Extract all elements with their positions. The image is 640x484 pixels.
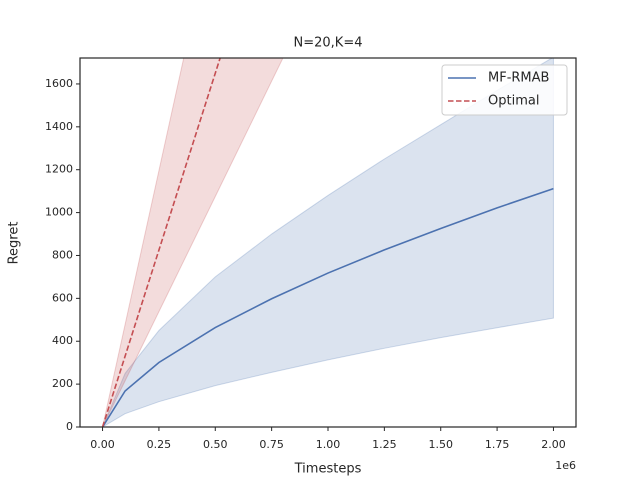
- y-tick-label: 1000: [45, 206, 73, 219]
- y-tick-label: 400: [52, 334, 73, 347]
- x-axis-label: Timesteps: [294, 462, 362, 477]
- x-tick-label: 0.00: [90, 438, 115, 451]
- x-tick-label: 1.00: [316, 438, 341, 451]
- x-tick-label: 0.75: [259, 438, 284, 451]
- y-axis-label: Regret: [7, 222, 22, 265]
- x-tick-label: 1.25: [372, 438, 397, 451]
- y-tick-label: 0: [66, 420, 73, 433]
- x-tick-label: 2.00: [541, 438, 566, 451]
- axes: 0 200 400 600 800 1000 1200 1400 1600 0.00 0.25 0.5…: [45, 57, 577, 451]
- x-offset-label: 1e6: [555, 459, 576, 472]
- x-tick-label: 1.75: [485, 438, 510, 451]
- y-tick-label: 600: [52, 291, 73, 304]
- y-tick-label: 1600: [45, 77, 73, 90]
- confidence-band: [102, 58, 554, 427]
- y-tick-label: 800: [52, 248, 73, 261]
- x-tick-label: 0.25: [147, 438, 172, 451]
- y-tick-label: 1400: [45, 120, 73, 133]
- legend-label: Optimal: [488, 94, 539, 109]
- y-tick-label: 200: [52, 377, 73, 390]
- plot-area: [101, 58, 554, 427]
- x-tick-label: 0.50: [203, 438, 228, 451]
- series-line: [101, 58, 221, 427]
- x-tick-label: 1.50: [428, 438, 453, 451]
- legend-label: MF-RMAB: [488, 71, 549, 86]
- series-line: [101, 187, 554, 427]
- chart-title: N=20,K=4: [294, 36, 363, 51]
- y-tick-label: 1200: [45, 163, 73, 176]
- legend: MF-RMAB Optimal: [441, 64, 568, 116]
- confidence-band: [102, 58, 284, 427]
